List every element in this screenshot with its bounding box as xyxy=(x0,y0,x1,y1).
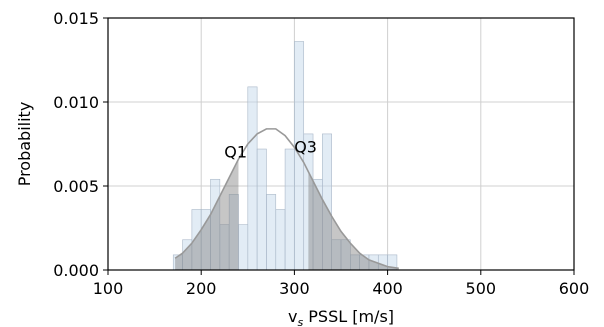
y-tick-label: 0.005 xyxy=(53,177,99,196)
annotations: Q1 Q3 xyxy=(224,137,317,161)
x-axis-label-subscript: s xyxy=(297,316,303,327)
histogram-bar xyxy=(266,194,277,271)
x-tick-label: 600 xyxy=(559,279,590,298)
x-tick-label: 500 xyxy=(466,279,497,298)
histogram-bar xyxy=(284,148,295,271)
density-curve xyxy=(174,128,399,270)
y-tick-label: 0.015 xyxy=(53,9,99,28)
x-axis-label-main: v xyxy=(288,307,297,326)
lower-quartile-shade xyxy=(175,159,239,270)
plot-frame xyxy=(107,17,575,271)
density-curve-group xyxy=(174,128,399,270)
histogram-bar xyxy=(238,224,249,271)
histogram-bar xyxy=(256,148,267,271)
y-tick-label: 0.000 xyxy=(53,261,99,280)
y-axis-ticks: 0.000 0.005 0.010 0.015 xyxy=(53,9,108,280)
quartile-shading xyxy=(175,159,399,270)
histogram-bar xyxy=(275,209,286,271)
x-tick-label: 200 xyxy=(186,279,217,298)
x-axis-ticks: 100 200 300 400 500 600 xyxy=(93,270,590,298)
histogram-bar xyxy=(247,86,258,271)
quartile-annotation: Q3 xyxy=(294,137,317,156)
upper-quartile-shade xyxy=(308,171,399,270)
y-tick-label: 0.010 xyxy=(53,93,99,112)
histogram-bars xyxy=(172,41,398,271)
quartile-annotation: Q1 xyxy=(224,142,247,161)
x-axis-label-rest: PSSL [m/s] xyxy=(303,307,394,326)
y-axis-label: Probability xyxy=(15,102,34,187)
x-axis-label: vs PSSL [m/s] xyxy=(288,307,394,327)
x-tick-label: 300 xyxy=(279,279,310,298)
x-tick-label: 400 xyxy=(372,279,403,298)
x-tick-label: 100 xyxy=(93,279,124,298)
